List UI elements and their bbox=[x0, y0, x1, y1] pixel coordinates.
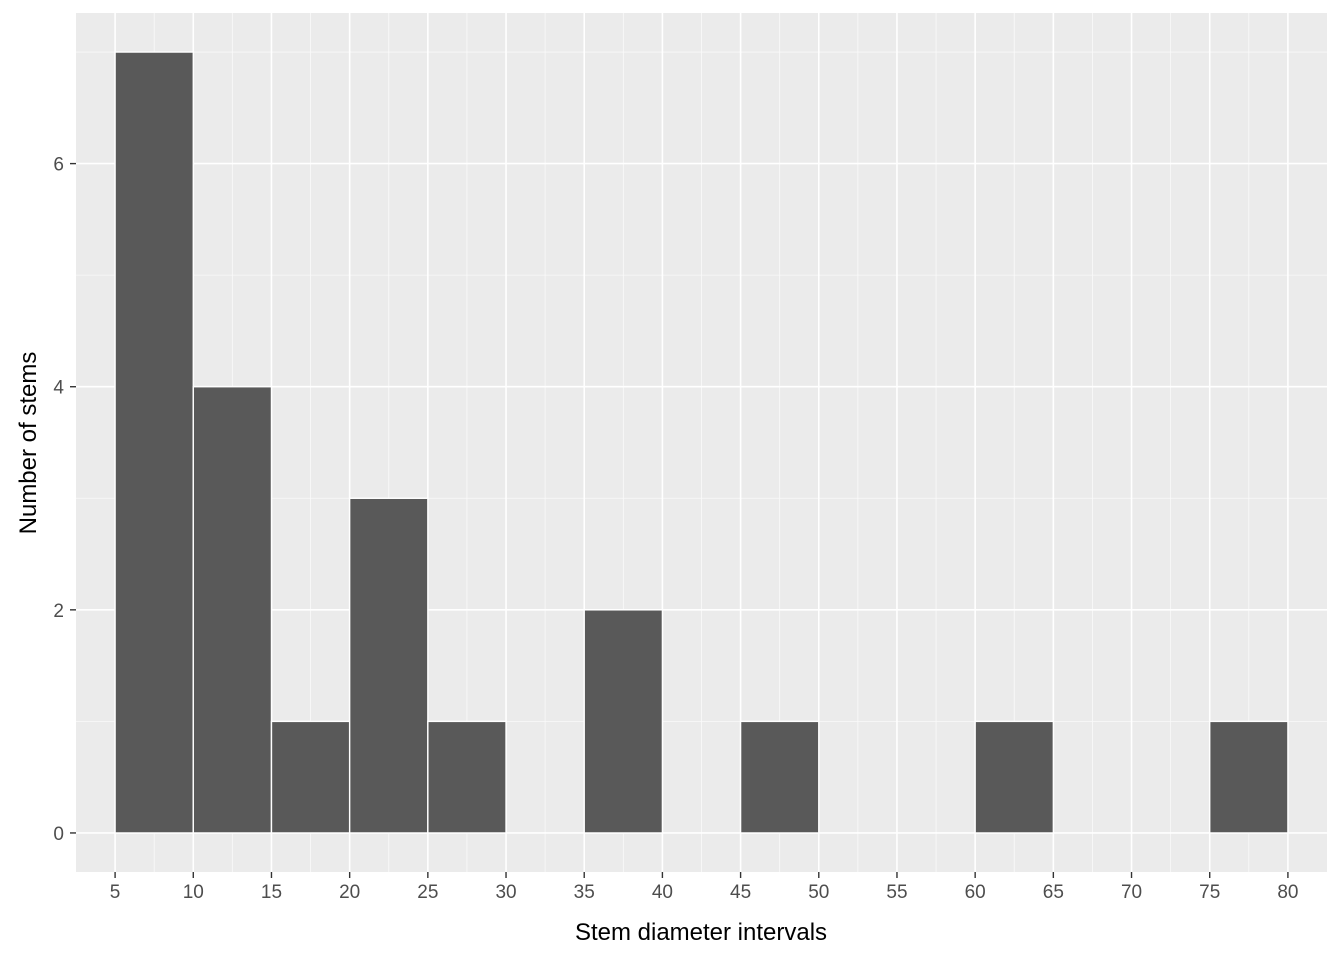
x-tick-label: 65 bbox=[1043, 882, 1064, 903]
x-tick-label: 20 bbox=[339, 882, 360, 903]
histogram-bar bbox=[739, 720, 820, 834]
histogram-bar bbox=[427, 720, 507, 834]
bars bbox=[114, 51, 1289, 834]
y-tick-label: 2 bbox=[53, 601, 64, 622]
x-tick-label: 60 bbox=[965, 882, 986, 903]
x-tick-label: 15 bbox=[261, 882, 282, 903]
histogram-bar bbox=[583, 609, 664, 834]
histogram-bar bbox=[1209, 720, 1289, 834]
x-tick-label: 50 bbox=[808, 882, 829, 903]
x-tick-label: 75 bbox=[1199, 882, 1220, 903]
histogram-bar bbox=[270, 720, 351, 834]
histogram-bar bbox=[974, 720, 1055, 834]
x-tick-label: 80 bbox=[1277, 882, 1298, 903]
x-axis-title: Stem diameter intervals bbox=[575, 919, 827, 946]
x-tick-label: 5 bbox=[110, 882, 121, 903]
x-axis-ticks: 5 10 15 20 25 30 35 40 45 50 55 60 65 70 75 80 bbox=[110, 872, 1298, 903]
x-tick-label: 45 bbox=[730, 882, 751, 903]
x-tick-label: 70 bbox=[1121, 882, 1142, 903]
y-tick-label: 0 bbox=[53, 824, 64, 845]
x-tick-label: 30 bbox=[495, 882, 516, 903]
y-tick-label: 6 bbox=[53, 155, 64, 176]
x-tick-label: 10 bbox=[183, 882, 204, 903]
histogram-bar bbox=[192, 386, 273, 834]
y-axis-ticks: 0 2 4 6 bbox=[53, 155, 76, 845]
histogram-bar bbox=[348, 497, 429, 834]
histogram-bar bbox=[114, 51, 194, 834]
y-axis-title: Number of stems bbox=[15, 352, 42, 535]
x-tick-label: 55 bbox=[886, 882, 907, 903]
x-tick-label: 40 bbox=[652, 882, 673, 903]
y-tick-label: 4 bbox=[53, 378, 64, 399]
x-tick-label: 35 bbox=[574, 882, 595, 903]
x-tick-label: 25 bbox=[417, 882, 438, 903]
